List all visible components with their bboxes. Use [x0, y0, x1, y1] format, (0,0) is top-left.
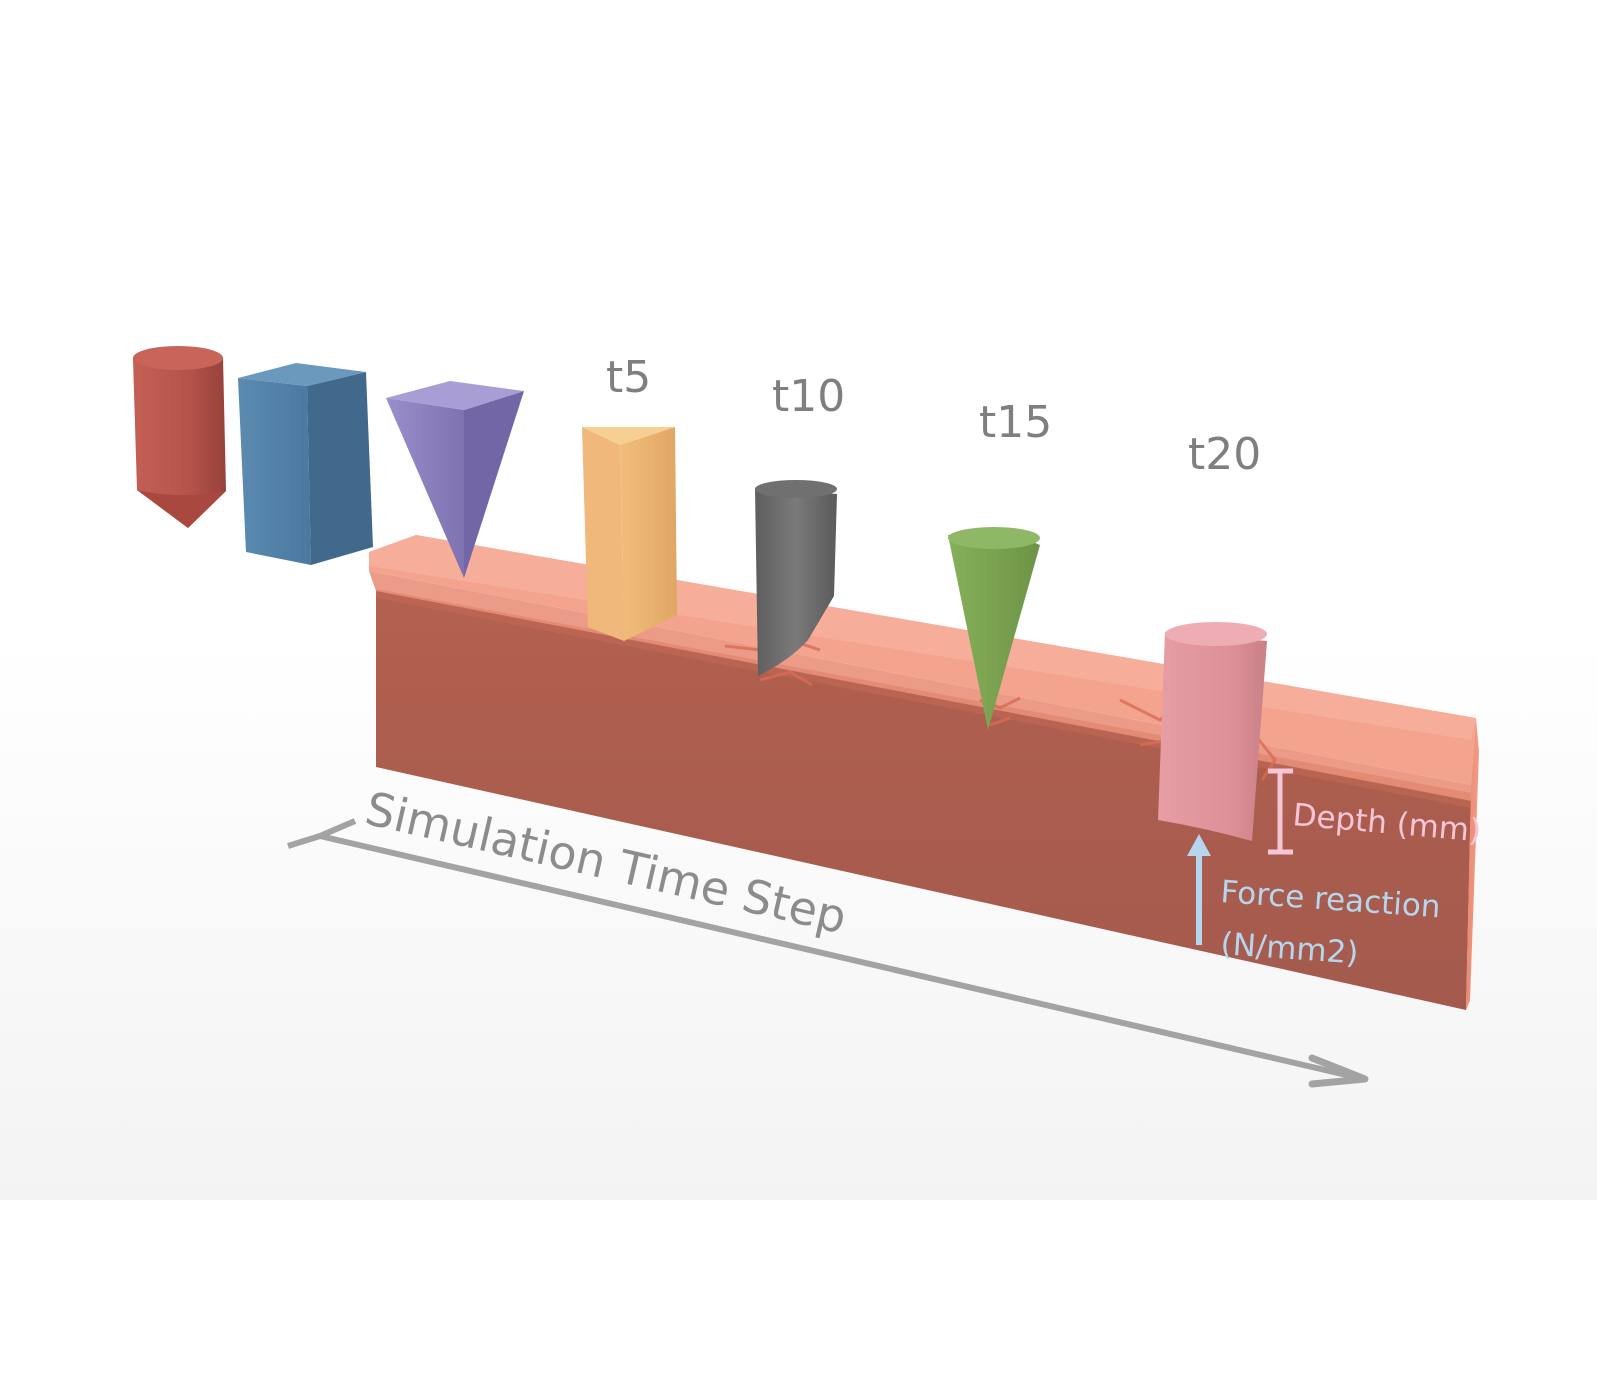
blue-prism-indenter	[238, 363, 373, 565]
red-cylinder-cone-indenter	[133, 346, 226, 528]
time-label-t5: t5	[606, 352, 651, 403]
depth-indicator	[1268, 768, 1293, 855]
force-arrow	[1187, 834, 1211, 945]
block-side-face	[1466, 718, 1479, 1010]
gray-wedge-indenter	[755, 480, 837, 676]
time-label-t15: t15	[979, 397, 1052, 448]
yellow-prism-indenter	[582, 427, 677, 641]
time-label-t20: t20	[1188, 429, 1261, 480]
time-axis-arrow	[287, 818, 1369, 1088]
pink-cylinder-indenter	[1158, 622, 1267, 841]
time-label-t10: t10	[772, 371, 845, 422]
purple-pyramid-indenter	[386, 381, 524, 578]
green-cone-indenter	[948, 527, 1040, 730]
